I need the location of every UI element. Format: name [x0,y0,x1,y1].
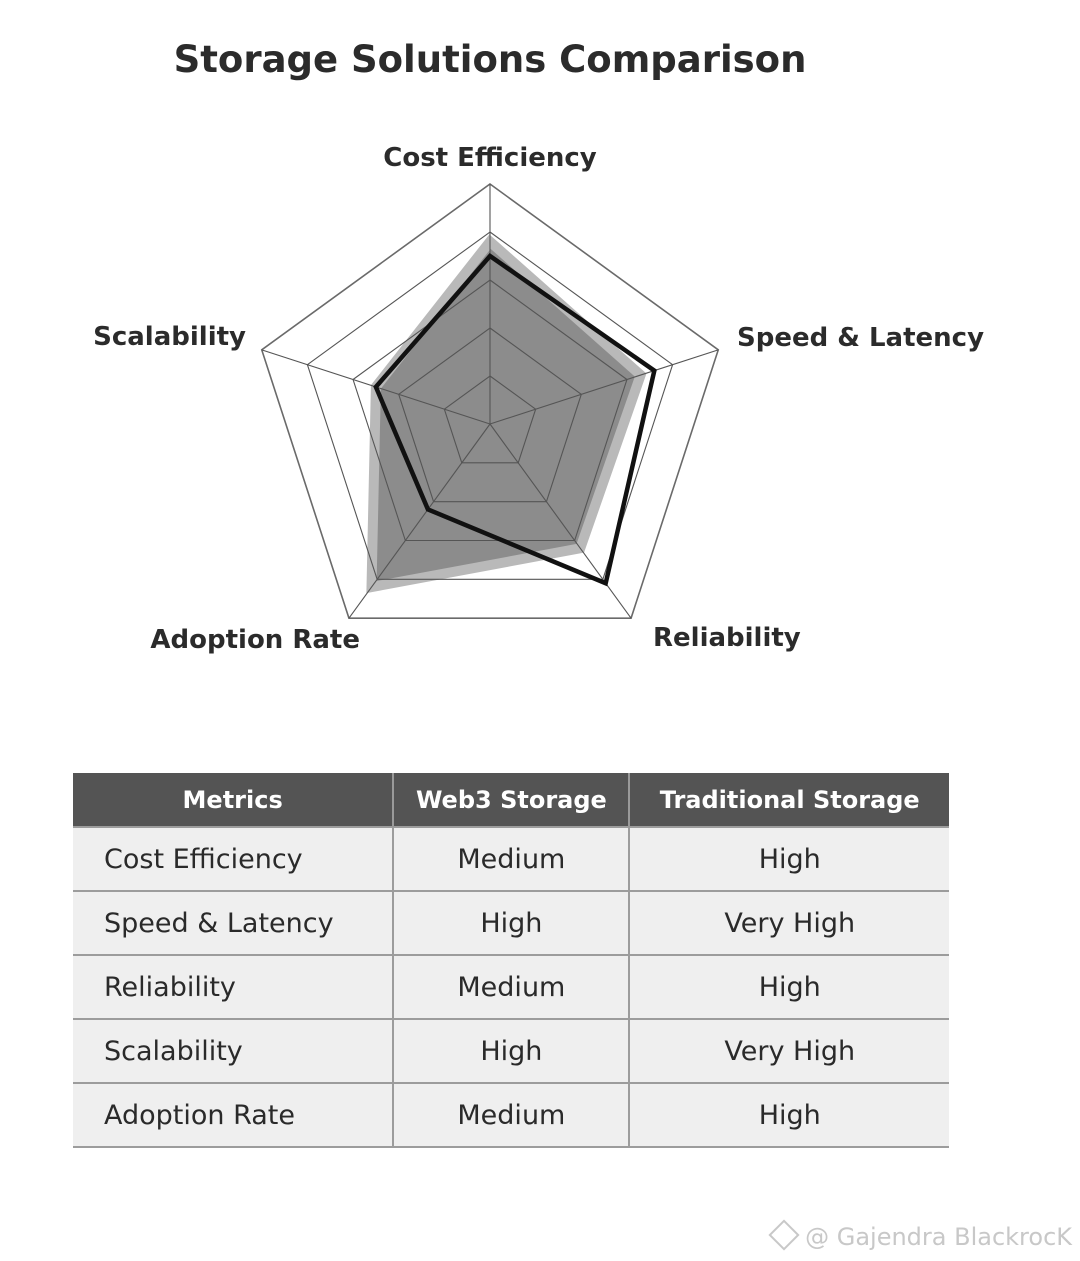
table-row: Speed & Latency High Very High [73,890,949,955]
row-metric: Reliability [73,954,394,1019]
radar-axis-labels: Cost Efficiency Speed & Latency Reliabilit… [93,143,984,655]
grid-ring [398,327,582,503]
series-outline-line [373,252,657,587]
watermark-text: @ Gajendra BlackrocK [805,1223,1072,1251]
grid-ring [352,279,628,542]
axis-label: Speed & Latency [737,323,984,353]
header-web3-storage: Web3 Storage [392,773,630,827]
axis-label: Adoption Rate [150,625,360,655]
row-traditional-value: Very High [628,890,949,955]
series-filled-area [366,234,647,594]
table-row: Adoption Rate Medium High [73,1082,949,1148]
table-row: Scalability High Very High [73,1018,949,1083]
watermark: @ Gajendra BlackrocK [768,1219,1072,1251]
row-web3-value: Medium [392,1082,630,1148]
grid-spoke [489,349,719,425]
table-row: Cost Efficiency Medium High [73,826,949,891]
row-metric: Scalability [73,1018,394,1083]
table-header-row: Metrics Web3 Storage Traditional Storage [73,773,949,827]
row-web3-value: High [392,1018,630,1083]
axis-label: Reliability [653,623,801,653]
row-traditional-value: High [628,1082,949,1148]
radar-series [366,234,647,594]
row-web3-value: Medium [392,954,630,1019]
axis-label: Scalability [93,322,246,352]
row-metric: Cost Efficiency [73,826,394,891]
row-metric: Adoption Rate [73,1082,394,1148]
table-row: Reliability Medium High [73,954,949,1019]
header-metrics: Metrics [73,773,394,827]
row-traditional-value: Very High [628,1018,949,1083]
grid-spoke [489,423,632,619]
row-web3-value: High [392,890,630,955]
row-web3-value: Medium [392,826,630,891]
grid-spoke [348,423,491,619]
axis-label: Cost Efficiency [383,143,597,173]
comparison-table: Metrics Web3 Storage Traditional Storage… [73,773,949,1148]
row-traditional-value: High [628,954,949,1019]
grid-ring [260,183,720,619]
header-traditional-storage: Traditional Storage [628,773,949,827]
row-metric: Speed & Latency [73,890,394,955]
diamond-logo-icon [768,1219,800,1251]
chart-title: Storage Solutions Comparison [173,38,807,81]
grid-ring [443,375,537,464]
grid-ring [306,231,674,580]
row-traditional-value: High [628,826,949,891]
radar-chart: Cost Efficiency Speed & Latency Reliabilit… [93,143,984,655]
